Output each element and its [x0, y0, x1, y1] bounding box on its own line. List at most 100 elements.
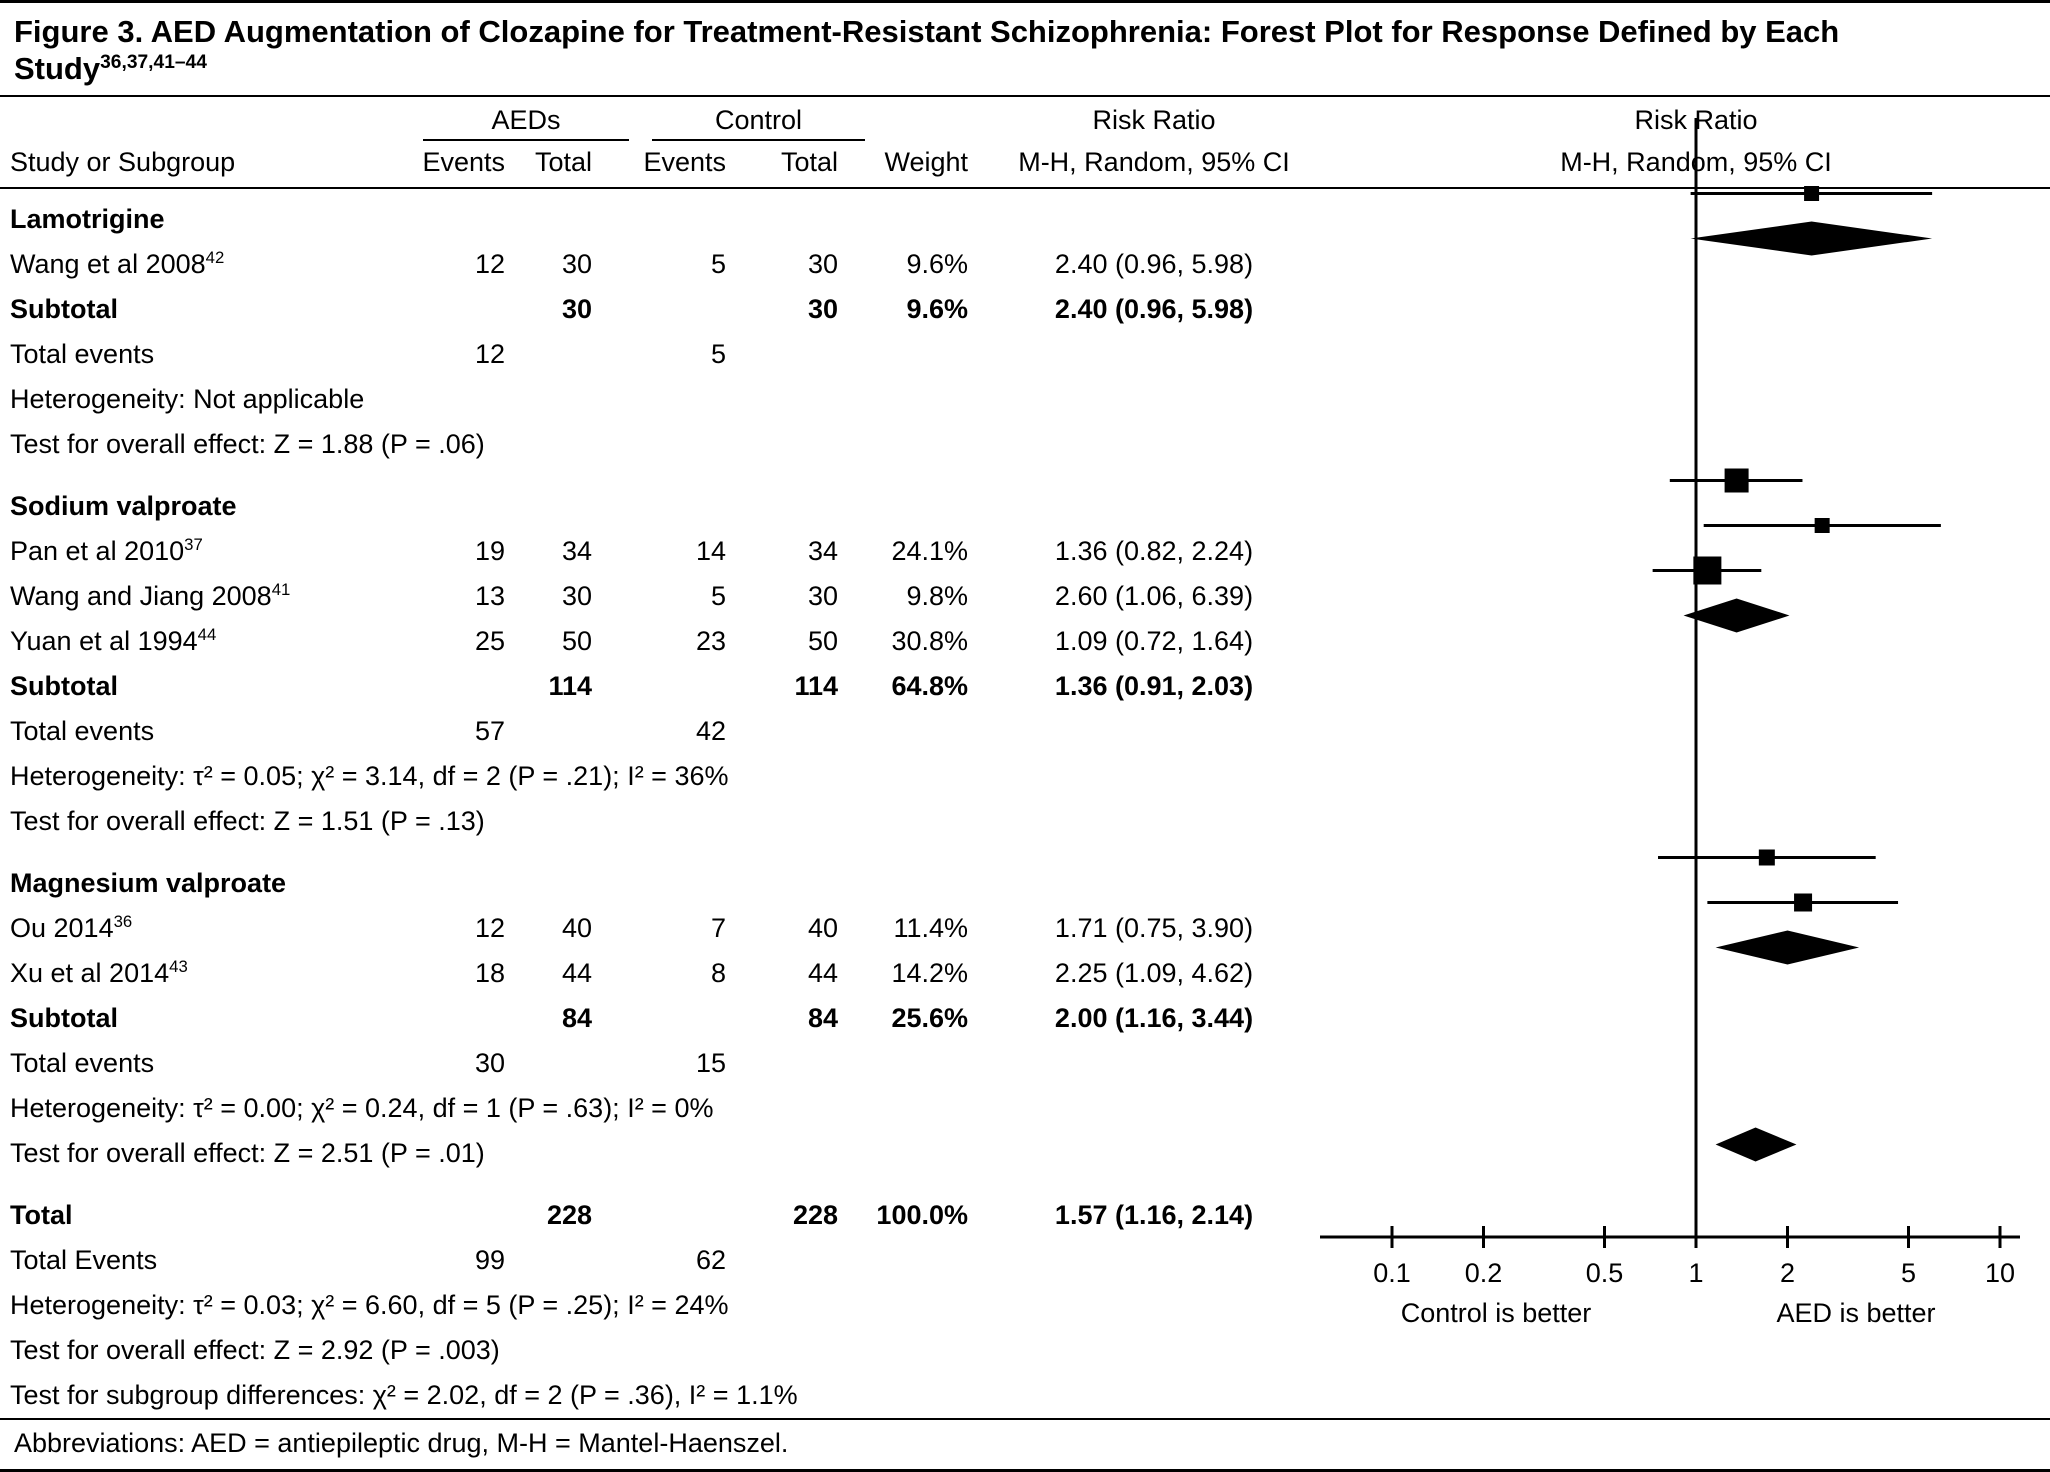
control-total: 50 — [807, 626, 838, 657]
study-label: Wang et al 200842 — [10, 242, 380, 287]
method-text-header: M-H, Random, 95% CI — [1018, 147, 1290, 178]
total-events-aed: 12 — [474, 339, 505, 370]
table-header: AEDs Control Risk Ratio Risk Ratio Study… — [0, 97, 2050, 190]
aed-total: 40 — [561, 913, 592, 944]
abbreviations-text: Abbreviations: AED = antiepileptic drug,… — [14, 1428, 789, 1459]
study-ref: 37 — [184, 535, 203, 555]
heterogeneity-text: Heterogeneity: τ² = 0.03; χ² = 6.60, df … — [10, 1290, 729, 1321]
aed-total: 44 — [561, 958, 592, 989]
control-events-column-header: Events — [643, 147, 726, 178]
control-events: 5 — [710, 249, 726, 280]
total-events-aed: 30 — [474, 1048, 505, 1079]
weight-value: 30.8% — [891, 626, 968, 657]
study-row: Xu et al 201443 18 44 8 44 14.2% 2.25 (1.09, 4… — [0, 951, 2050, 996]
risk-ratio-plot-header: Risk Ratio — [1634, 105, 1758, 136]
study-name: Ou 2014 — [10, 913, 114, 944]
subtotal-label: Subtotal — [10, 1003, 118, 1034]
total-events-control: 5 — [710, 339, 726, 370]
study-row: Wang et al 200842 12 30 5 30 9.6% 2.40 (0.96, … — [0, 242, 2050, 287]
method-plot-header: M-H, Random, 95% CI — [1560, 147, 1832, 178]
group-header-row: Lamotrigine — [0, 197, 2050, 242]
study-name: Pan et al 2010 — [10, 536, 185, 567]
total-events-label: Total events — [10, 716, 155, 747]
subtotal-row: Subtotal 30 30 9.6% 2.40 (0.96, 5.98) — [0, 287, 2050, 332]
group-header-row: Sodium valproate — [0, 484, 2050, 529]
subtotal-aed-total: 114 — [548, 671, 592, 702]
study-row: Pan et al 201037 19 34 14 34 24.1% 1.36 (0.82,… — [0, 529, 2050, 574]
overall-effect-row: Test for overall effect: Z = 2.51 (P = .… — [0, 1131, 2050, 1176]
study-name: Yuan et al 1994 — [10, 626, 198, 657]
subtotal-risk-ratio-ci: 2.00 (1.16, 3.44) — [1054, 1003, 1254, 1034]
aed-events: 12 — [474, 249, 505, 280]
aed-total: 50 — [561, 626, 592, 657]
control-events: 14 — [695, 536, 726, 567]
study-ref: 41 — [271, 580, 291, 600]
heterogeneity-text: Heterogeneity: τ² = 0.05; χ² = 3.14, df … — [10, 761, 729, 792]
overall-effect-row: Test for overall effect: Z = 1.51 (P = .… — [0, 799, 2050, 844]
total-events-control: 15 — [695, 1048, 726, 1079]
subtotal-risk-ratio-ci: 2.40 (0.96, 5.98) — [1054, 294, 1254, 325]
aed-events: 13 — [474, 581, 505, 612]
study-label: Ou 201436 — [10, 906, 380, 951]
total-events-control: 62 — [695, 1245, 726, 1276]
group-header-row: Magnesium valproate — [0, 861, 2050, 906]
study-ref: 44 — [197, 625, 217, 645]
total-weight: 100.0% — [876, 1200, 968, 1231]
subtotal-label: Subtotal — [10, 671, 118, 702]
overall-effect-text: Test for overall effect: Z = 1.88 (P = .… — [10, 429, 485, 460]
risk-ratio-ci: 1.71 (0.75, 3.90) — [1054, 913, 1254, 944]
aeds-events-column-header: Events — [422, 147, 505, 178]
figure-title-refs: 36,37,41–44 — [100, 51, 207, 73]
aed-events: 19 — [474, 536, 505, 567]
study-row: Ou 201436 12 40 7 40 11.4% 1.71 (0.75, 3.90) — [0, 906, 2050, 951]
weight-value: 14.2% — [891, 958, 968, 989]
group-name: Magnesium valproate — [10, 868, 287, 899]
header-row-columns: Study or Subgroup Events Total Events To… — [0, 143, 2050, 185]
header-row-groups: AEDs Control Risk Ratio Risk Ratio — [0, 101, 2050, 139]
total-events-control: 42 — [695, 716, 726, 747]
subgroup-differences-row: Test for subgroup differences: χ² = 2.02… — [0, 1373, 2050, 1418]
weight-value: 9.6% — [906, 249, 968, 280]
figure-title-text: Figure 3. AED Augmentation of Clozapine … — [14, 14, 1840, 87]
aeds-group-header: AEDs — [491, 105, 561, 136]
total-events-label: Total Events — [10, 1245, 158, 1276]
aed-total: 34 — [561, 536, 592, 567]
subgroup-differences-text: Test for subgroup differences: χ² = 2.02… — [10, 1380, 798, 1411]
risk-ratio-ci: 2.40 (0.96, 5.98) — [1054, 249, 1254, 280]
subtotal-control-total: 114 — [794, 671, 838, 702]
group-name: Sodium valproate — [10, 491, 237, 522]
control-total: 30 — [807, 581, 838, 612]
subtotal-control-total: 84 — [807, 1003, 838, 1034]
study-row: Wang and Jiang 200841 13 30 5 30 9.8% 2.60 (1.… — [0, 574, 2050, 619]
control-total: 44 — [807, 958, 838, 989]
total-aed-n: 228 — [546, 1200, 592, 1231]
subtotal-aed-total: 30 — [561, 294, 592, 325]
control-events: 5 — [710, 581, 726, 612]
study-name: Wang and Jiang 2008 — [10, 581, 272, 612]
control-total: 34 — [807, 536, 838, 567]
control-group-header: Control — [714, 105, 803, 136]
heterogeneity-text: Heterogeneity: Not applicable — [10, 384, 365, 415]
control-events: 8 — [710, 958, 726, 989]
figure-title: Figure 3. AED Augmentation of Clozapine … — [0, 3, 2050, 98]
weight-value: 9.8% — [906, 581, 968, 612]
heterogeneity-row: Heterogeneity: τ² = 0.05; χ² = 3.14, df … — [0, 754, 2050, 799]
total-events-row: Total events 30 15 — [0, 1041, 2050, 1086]
study-name: Xu et al 2014 — [10, 958, 170, 989]
weight-value: 24.1% — [891, 536, 968, 567]
aed-total: 30 — [561, 581, 592, 612]
subtotal-row: Subtotal 84 84 25.6% 2.00 (1.16, 3.44) — [0, 996, 2050, 1041]
total-events-label: Total events — [10, 339, 155, 370]
study-ref: 43 — [169, 957, 188, 977]
heterogeneity-row: Heterogeneity: τ² = 0.03; χ² = 6.60, df … — [0, 1283, 2050, 1328]
subtotal-weight: 25.6% — [891, 1003, 968, 1034]
total-control-n: 228 — [792, 1200, 838, 1231]
aed-total: 30 — [561, 249, 592, 280]
study-ref: 36 — [113, 912, 133, 932]
risk-ratio-text-header: Risk Ratio — [1092, 105, 1216, 136]
total-risk-ratio-ci: 1.57 (1.16, 2.14) — [1054, 1200, 1254, 1231]
study-label: Pan et al 201037 — [10, 529, 380, 574]
subtotal-row: Subtotal 114 114 64.8% 1.36 (0.91, 2.03) — [0, 664, 2050, 709]
total-events-row: Total events 12 5 — [0, 332, 2050, 377]
